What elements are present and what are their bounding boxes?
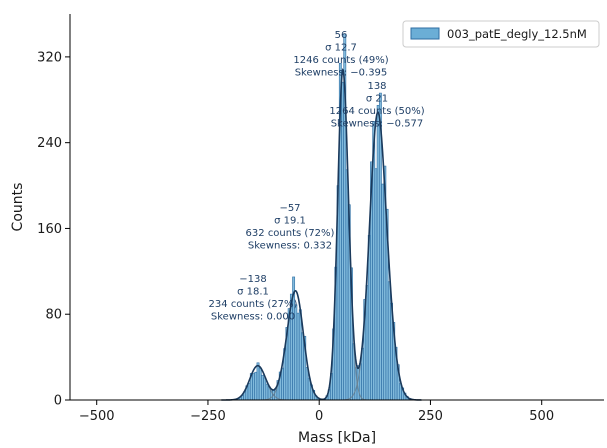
peak-annotation-line: σ 18.1 [237, 287, 269, 298]
y-tick-label: 80 [45, 308, 62, 323]
total-fit-curve [221, 68, 422, 401]
histogram-bar [376, 104, 380, 401]
histogram-bar [387, 281, 391, 401]
peak-annotation-line: 1246 counts (49%) [293, 55, 388, 66]
peak-annotation-line: σ 21 [366, 94, 388, 105]
y-axis-label: Counts [10, 183, 26, 232]
y-tick-label: 0 [54, 394, 62, 409]
peak-annotation-line: 1264 counts (50%) [329, 106, 424, 117]
y-tick-label: 320 [37, 50, 62, 65]
histogram-bar [254, 371, 258, 401]
histogram-bar [261, 374, 264, 401]
axes: −500 −250 0 250 500 0 80 160 240 320 [37, 14, 604, 424]
x-tick-label: 250 [418, 409, 443, 424]
histogram-bar [298, 309, 302, 401]
histogram-bar [263, 377, 267, 401]
peak-annotation-line: σ 19.1 [274, 216, 306, 227]
peak-annotation-line: Skewness: −0.577 [331, 119, 424, 130]
histogram-bar [381, 183, 385, 401]
peak-annotation-line: σ 12.7 [325, 43, 357, 54]
histogram-bar [256, 362, 260, 401]
histogram-bar [247, 382, 251, 401]
peak-annotation-line: Skewness: 0.000 [211, 312, 295, 323]
legend-swatch [410, 27, 440, 40]
peak-annotation-line: −138 [239, 274, 266, 285]
peak-annotation-line: 632 counts (72%) [246, 228, 335, 239]
histogram-bar [341, 81, 344, 401]
legend-box [402, 20, 600, 48]
y-tick-label: 240 [37, 136, 62, 151]
peak-annotation-line: 56 [335, 30, 348, 41]
x-tick-label: −250 [190, 409, 226, 424]
legend: 003_patE_degly_12.5nM [402, 20, 600, 48]
y-tick-label: 160 [37, 222, 62, 237]
histogram-bar [281, 367, 284, 401]
peak-annotation-line: −57 [279, 203, 300, 214]
histogram-bar [252, 373, 255, 401]
x-tick-label: 0 [315, 409, 323, 424]
x-tick-label: 500 [529, 409, 554, 424]
histogram-bar [296, 312, 300, 401]
legend-label: 003_patE_degly_12.5nM [447, 27, 587, 41]
histogram-bar [258, 367, 262, 401]
peak-annotation-line: 138 [367, 81, 386, 92]
peak-annotation-line: 234 counts (27%) [209, 299, 298, 310]
x-tick-label: −500 [79, 409, 115, 424]
peak-annotation-line: Skewness: 0.332 [248, 241, 332, 252]
histogram-bar [301, 332, 304, 401]
histogram-bar [345, 169, 349, 401]
histogram-bar [305, 367, 309, 401]
histogram-bar [265, 383, 269, 401]
peak-annotation-line: Skewness: −0.395 [295, 68, 388, 79]
histogram-bar [374, 168, 378, 401]
x-axis-label: Mass [kDa] [298, 430, 376, 446]
